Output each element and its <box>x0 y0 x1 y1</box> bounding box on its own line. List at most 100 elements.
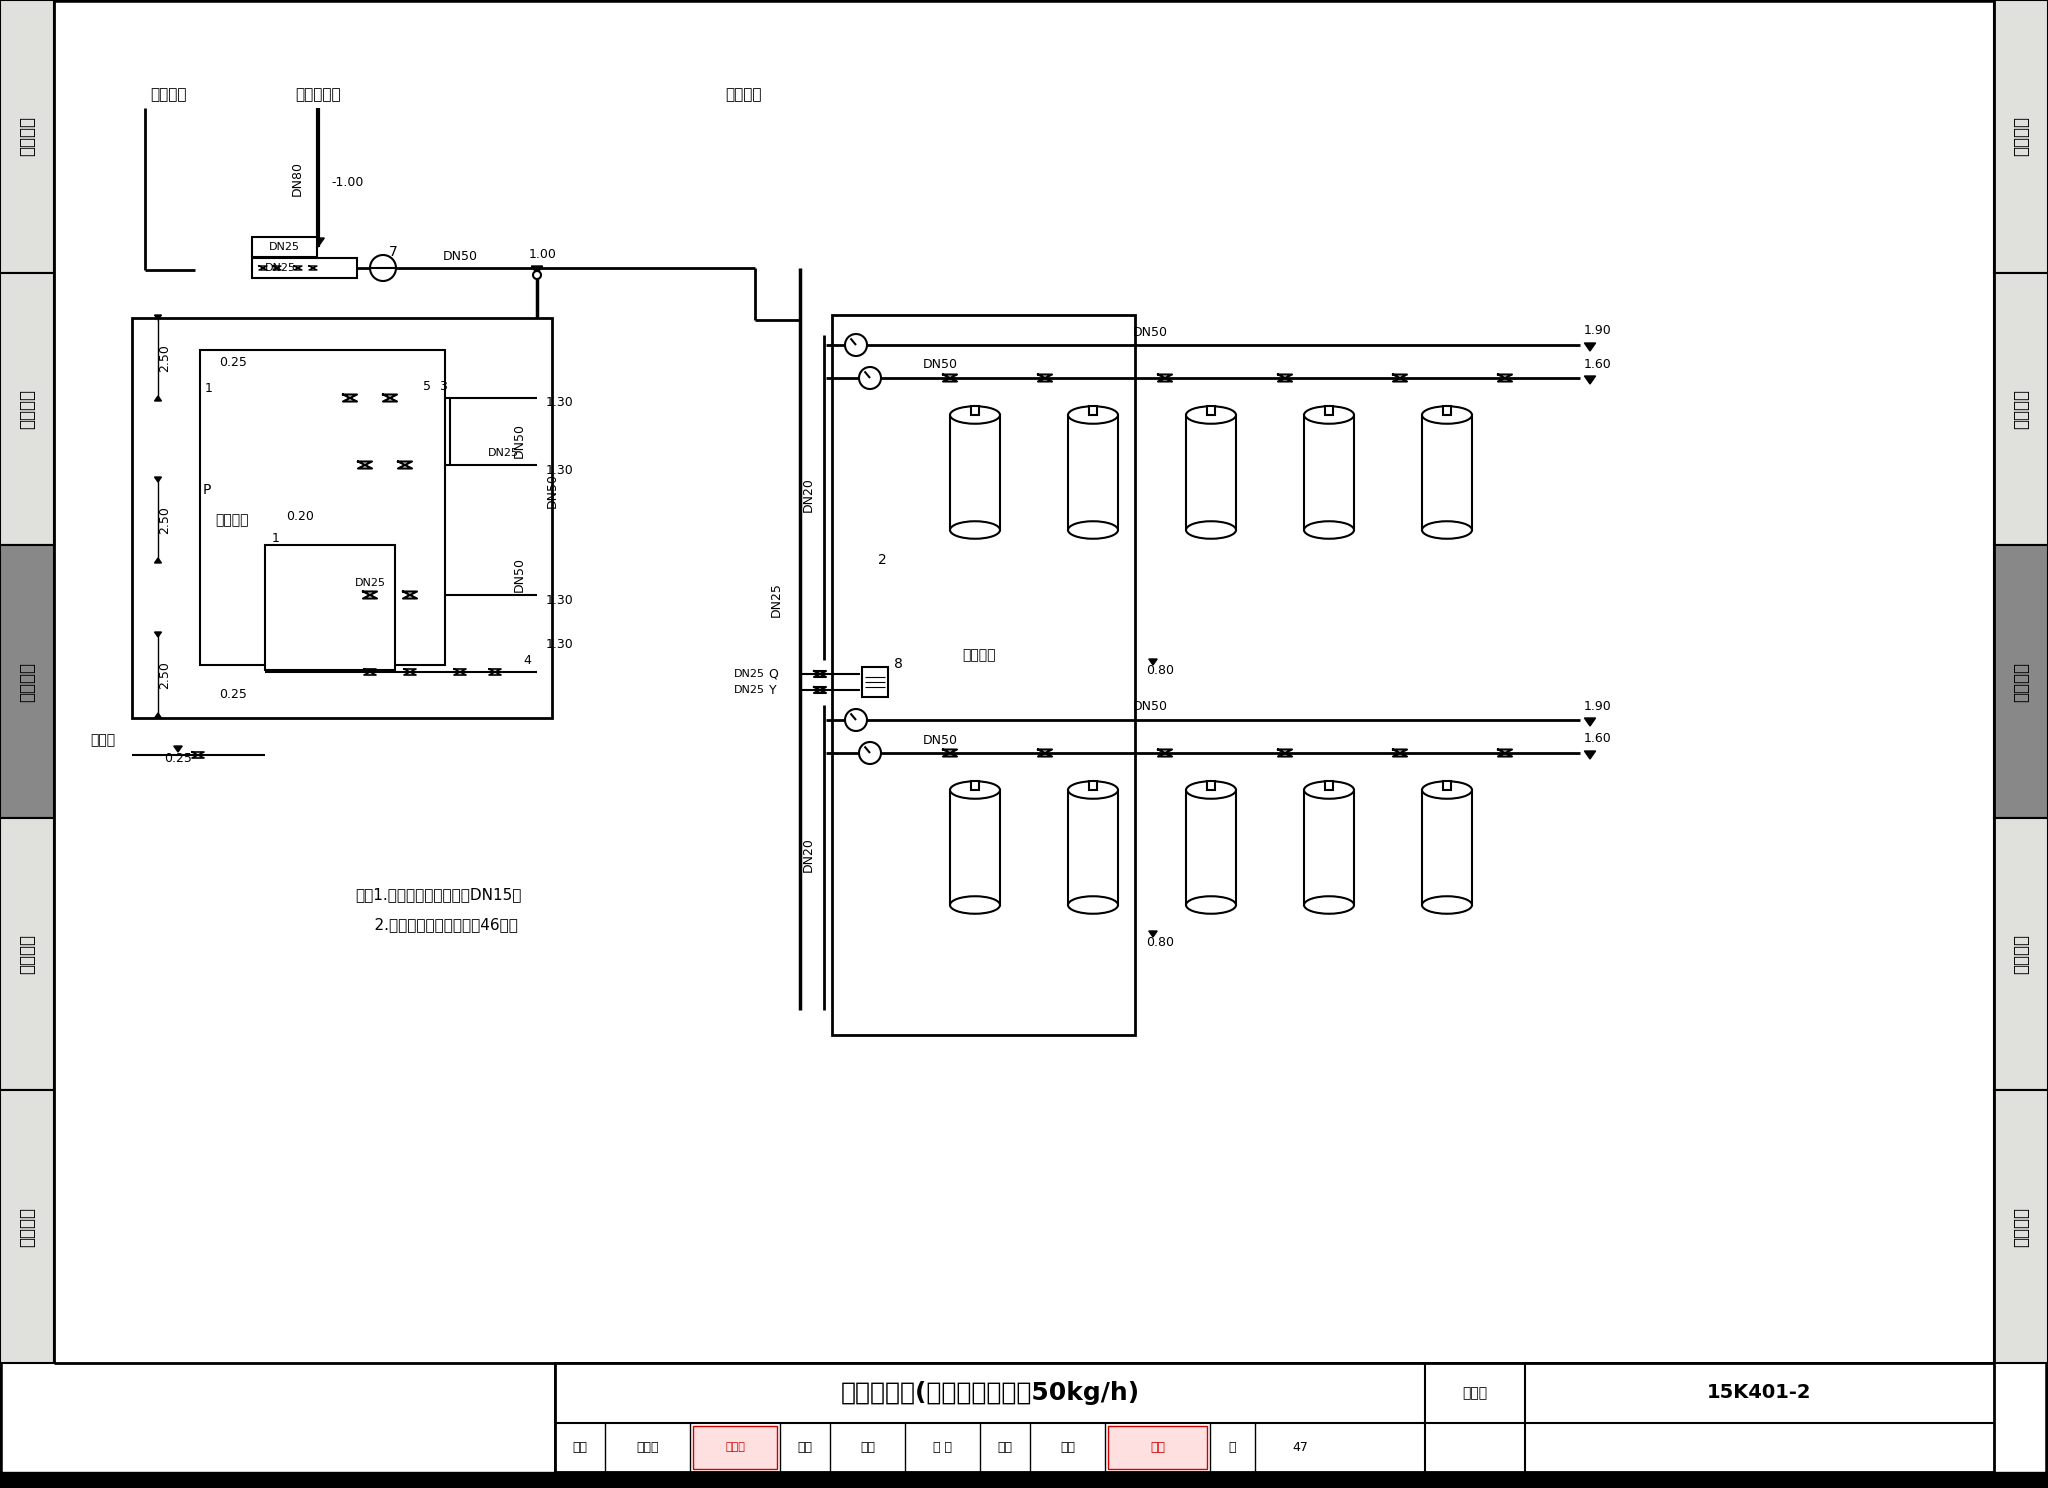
Bar <box>1421 790 1473 905</box>
Text: 液化气站: 液化气站 <box>2011 662 2030 701</box>
Text: 47: 47 <box>1292 1440 1309 1454</box>
Text: 1.90: 1.90 <box>1583 324 1612 338</box>
Bar <box>555 1363 1995 1472</box>
Bar <box>1421 415 1473 530</box>
Bar <box>0 1472 2048 1488</box>
Text: 1: 1 <box>272 531 281 545</box>
Bar <box>1444 406 1450 415</box>
Text: 段洁仪: 段洁仪 <box>725 1442 745 1452</box>
Bar <box>971 781 979 790</box>
Text: DN25: DN25 <box>264 263 295 272</box>
Ellipse shape <box>950 521 999 539</box>
Ellipse shape <box>1305 521 1354 539</box>
Text: 1.30: 1.30 <box>547 463 573 476</box>
Polygon shape <box>154 315 162 320</box>
Text: 0.25: 0.25 <box>219 357 248 369</box>
Text: 2: 2 <box>879 554 887 567</box>
Bar <box>1995 272 2048 545</box>
Text: 8: 8 <box>893 658 903 671</box>
Text: 施工安装: 施工安装 <box>2011 388 2030 429</box>
Text: 7: 7 <box>389 246 397 259</box>
Text: DN25: DN25 <box>770 583 782 618</box>
Text: 0.25: 0.25 <box>219 689 248 701</box>
Text: Q: Q <box>768 668 778 680</box>
Bar <box>264 545 395 670</box>
Polygon shape <box>154 632 162 637</box>
Bar <box>0 272 53 545</box>
Text: 段洁仪: 段洁仪 <box>637 1440 659 1454</box>
Circle shape <box>532 271 541 278</box>
Text: 4: 4 <box>522 653 530 667</box>
Text: -1.00: -1.00 <box>332 177 365 189</box>
Text: DN25: DN25 <box>268 243 299 251</box>
Ellipse shape <box>1186 406 1237 424</box>
Bar <box>201 350 444 665</box>
Bar <box>1206 406 1214 415</box>
Text: 陈雷: 陈雷 <box>1061 1440 1075 1454</box>
Bar <box>0 545 53 818</box>
Bar <box>1186 790 1237 905</box>
Ellipse shape <box>1305 406 1354 424</box>
Bar <box>1206 781 1214 790</box>
Ellipse shape <box>950 781 999 799</box>
Ellipse shape <box>1067 406 1118 424</box>
Text: DN25: DN25 <box>733 670 766 679</box>
Text: P: P <box>203 484 211 497</box>
Text: 设计说明: 设计说明 <box>18 116 37 156</box>
Ellipse shape <box>1186 781 1237 799</box>
Polygon shape <box>530 266 543 274</box>
Text: 工艺流程图(单台最大供气量50kg/h): 工艺流程图(单台最大供气量50kg/h) <box>840 1381 1139 1405</box>
Bar <box>1995 545 2048 818</box>
Bar <box>1067 415 1118 530</box>
Text: 室内地面: 室内地面 <box>215 513 248 527</box>
Text: DN50: DN50 <box>1133 326 1167 338</box>
Text: 1.00: 1.00 <box>528 248 557 262</box>
Polygon shape <box>1149 659 1157 665</box>
Bar <box>692 1426 776 1469</box>
Text: 1.30: 1.30 <box>547 638 573 652</box>
Text: 0.20: 0.20 <box>287 509 313 522</box>
Bar <box>1444 781 1450 790</box>
Bar <box>831 315 1135 1036</box>
Text: 审核: 审核 <box>573 1440 588 1454</box>
Polygon shape <box>174 745 182 751</box>
Ellipse shape <box>1305 781 1354 799</box>
Text: DN50: DN50 <box>545 473 559 507</box>
Bar <box>252 257 356 278</box>
Text: 2.50: 2.50 <box>158 661 172 689</box>
Polygon shape <box>154 478 162 482</box>
Text: 室内地面: 室内地面 <box>963 647 995 662</box>
Bar <box>1325 406 1333 415</box>
Bar <box>1090 781 1098 790</box>
Text: 陈雷: 陈雷 <box>1151 1440 1165 1454</box>
Polygon shape <box>1585 344 1595 351</box>
Ellipse shape <box>950 896 999 914</box>
Bar <box>0 818 53 1091</box>
Text: 电气控制: 电气控制 <box>2011 934 2030 975</box>
Text: 排污管: 排污管 <box>90 734 115 747</box>
Circle shape <box>846 333 866 356</box>
Text: 1: 1 <box>205 381 213 394</box>
Text: 1.30: 1.30 <box>547 594 573 607</box>
Ellipse shape <box>1421 896 1473 914</box>
Text: 0.80: 0.80 <box>1147 936 1174 948</box>
Bar <box>1108 1426 1206 1469</box>
Text: 施工安装: 施工安装 <box>18 388 37 429</box>
Bar <box>950 790 999 905</box>
Text: 2.50: 2.50 <box>158 506 172 534</box>
Bar <box>1995 1091 2048 1363</box>
Bar <box>131 318 553 719</box>
Bar <box>862 667 889 696</box>
Text: DN25: DN25 <box>487 448 518 458</box>
Ellipse shape <box>1067 521 1118 539</box>
Bar <box>1305 415 1354 530</box>
Text: 1.30: 1.30 <box>547 396 573 409</box>
Text: 设计说明: 设计说明 <box>2011 116 2030 156</box>
Circle shape <box>846 708 866 731</box>
Text: DN20: DN20 <box>801 478 815 512</box>
Polygon shape <box>1585 376 1595 384</box>
Ellipse shape <box>1067 781 1118 799</box>
Text: 图集号: 图集号 <box>1462 1385 1487 1400</box>
Text: 3: 3 <box>438 379 446 393</box>
Text: DN50: DN50 <box>512 423 526 457</box>
